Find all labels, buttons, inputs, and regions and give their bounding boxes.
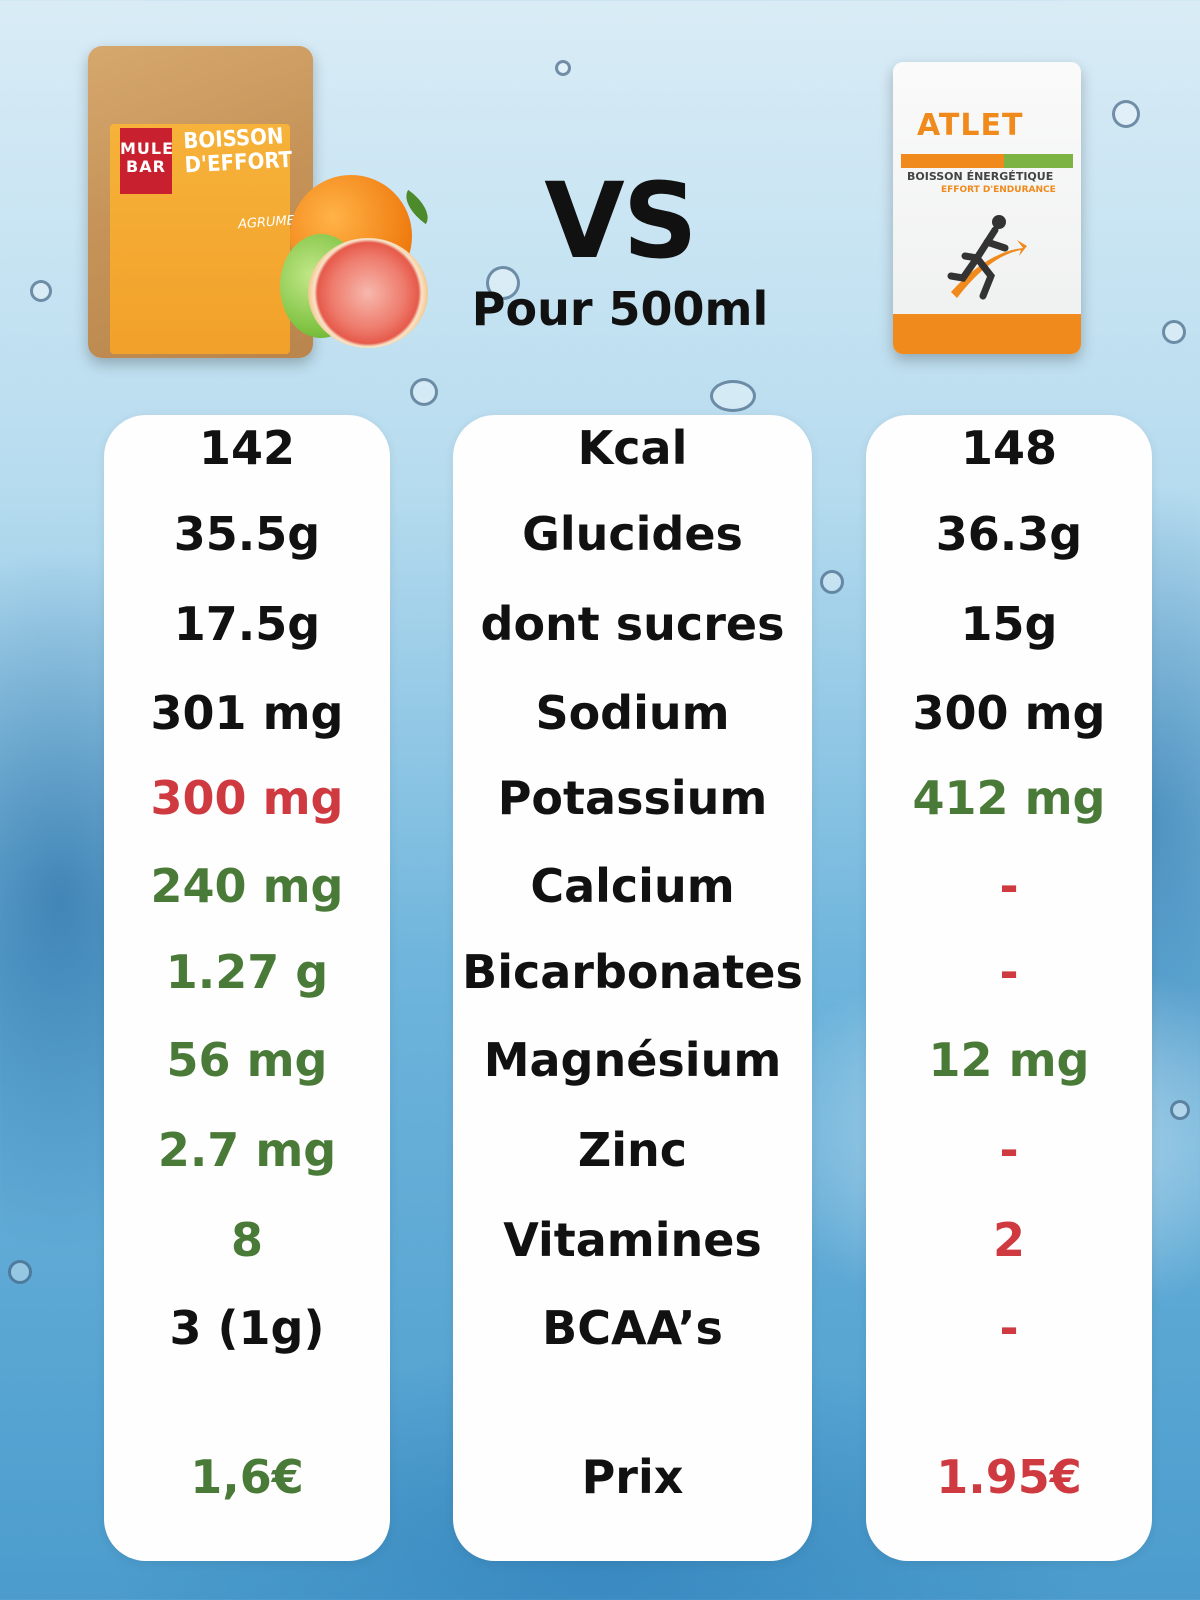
atlet-band: [901, 154, 1073, 168]
nutrient-label: Vitamines: [503, 1213, 762, 1267]
atlet-values-column: 148 36.3g 15g 300 mg 412 mg - - 12 mg - 2 - 1.95€: [866, 415, 1152, 1561]
mulebar-value: 240 mg: [150, 859, 344, 913]
grapefruit-fruit: [308, 238, 428, 348]
nutrient-label: Magnésium: [483, 1033, 782, 1087]
atlet-product-line: BOISSON ÉNERGÉTIQUE: [907, 170, 1054, 183]
water-bubble: [820, 570, 844, 594]
vs-heading: VS: [544, 160, 697, 282]
mulebar-value: 1,6€: [190, 1450, 304, 1504]
water-bubble: [1162, 320, 1186, 344]
water-bubble: [30, 280, 52, 302]
atlet-logo: ATLET: [917, 108, 1024, 143]
water-bubble: [8, 1260, 32, 1284]
nutrient-label: Zinc: [577, 1123, 688, 1177]
mulebar-value: 56 mg: [166, 1033, 328, 1087]
atlet-value: 36.3g: [935, 507, 1083, 561]
nutrient-label: Bicarbonates: [462, 945, 803, 999]
mulebar-value: 3 (1g): [169, 1301, 325, 1355]
mulebar-logo: MULE BAR: [120, 128, 173, 194]
nutrient-label: dont sucres: [480, 597, 785, 651]
mulebar-value: 300 mg: [150, 771, 344, 825]
mulebar-value: 2.7 mg: [157, 1123, 337, 1177]
nutrient-labels-column: Kcal Glucides dont sucres Sodium Potassium Ca…: [453, 415, 812, 1561]
atlet-value: 148: [960, 421, 1058, 475]
atlet-value: 2: [992, 1213, 1025, 1267]
atlet-value: -: [999, 1301, 1019, 1355]
nutrient-label: Prix: [581, 1450, 684, 1504]
water-bubble: [555, 60, 571, 76]
nutrient-label: Glucides: [522, 507, 743, 561]
atlet-value: 412 mg: [912, 771, 1106, 825]
nutrient-label: Kcal: [577, 421, 688, 475]
nutrient-label: BCAA’s: [542, 1301, 723, 1355]
water-bubble: [486, 266, 520, 300]
mulebar-value: 8: [230, 1213, 263, 1267]
serving-subtitle: Pour 500ml: [471, 282, 769, 336]
atlet-value: 1.95€: [936, 1450, 1082, 1504]
mulebar-value: 35.5g: [173, 507, 321, 561]
mulebar-value: 301 mg: [150, 686, 344, 740]
atlet-product-image: ATLET BOISSON ÉNERGÉTIQUE EFFORT D'ENDUR…: [893, 62, 1081, 354]
atlet-value: 15g: [960, 597, 1058, 651]
mulebar-value: 1.27 g: [165, 945, 329, 999]
atlet-value: 300 mg: [912, 686, 1106, 740]
atlet-value: 12 mg: [928, 1033, 1090, 1087]
runner-icon: [947, 215, 1027, 300]
nutrient-label: Sodium: [535, 686, 730, 740]
mulebar-value: 142: [198, 421, 296, 475]
atlet-value: -: [999, 945, 1019, 999]
water-bubble: [1170, 1100, 1190, 1120]
water-bubble: [710, 380, 756, 412]
white-pouch: [893, 62, 1081, 354]
water-bubble: [410, 378, 438, 406]
atlet-product-subline: EFFORT D'ENDURANCE: [941, 185, 1056, 195]
nutrient-label: Potassium: [497, 771, 768, 825]
mulebar-values-column: 142 35.5g 17.5g 301 mg 300 mg 240 mg 1.27 g 56 …: [104, 415, 390, 1561]
water-bubble: [1112, 100, 1140, 128]
mulebar-value: 17.5g: [173, 597, 321, 651]
nutrient-label: Calcium: [530, 859, 735, 913]
atlet-value: -: [999, 1123, 1019, 1177]
atlet-value: -: [999, 859, 1019, 913]
atlet-bottom-band: [893, 314, 1081, 354]
